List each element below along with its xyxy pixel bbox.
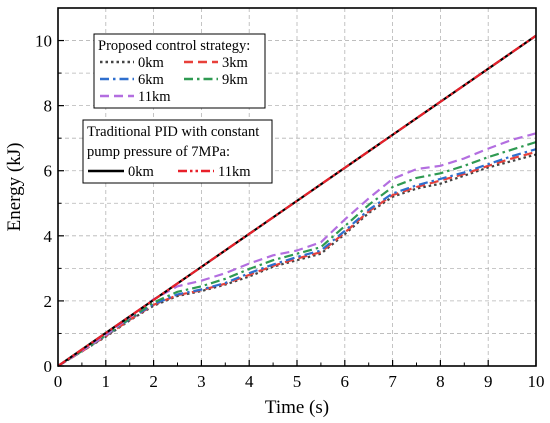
legend-traditional-box — [82, 119, 273, 184]
legend-label: 11km — [138, 89, 171, 105]
legend-proposed-title: Proposed control strategy: — [98, 38, 250, 54]
series-line-proposed-0km — [57, 153, 537, 367]
legend-label: 11km — [218, 164, 251, 180]
y-tick-label: 0 — [44, 357, 53, 376]
legend-label: 3km — [222, 55, 249, 71]
x-tick-label: 5 — [293, 372, 302, 391]
x-tick-label: 0 — [54, 372, 63, 391]
y-tick-label: 6 — [44, 162, 53, 181]
y-tick-label: 2 — [44, 292, 53, 311]
legend-proposed-box — [93, 33, 266, 109]
series-line-traditional-11km — [57, 34, 537, 367]
x-tick-label: 6 — [341, 372, 350, 391]
x-tick-label: 9 — [484, 372, 493, 391]
series-line-proposed-9km — [57, 141, 537, 367]
x-tick-label: 8 — [436, 372, 445, 391]
series-line-proposed-11km — [57, 132, 537, 367]
legend-traditional-items: 0km 11km — [88, 164, 251, 180]
x-tick-label: 3 — [197, 372, 206, 391]
legend-traditional: Traditional PID with constant pump press… — [82, 119, 273, 184]
series-layer — [57, 34, 537, 367]
legend-label: 6km — [138, 72, 165, 88]
x-axis-label: Time (s) — [265, 397, 329, 418]
legend-label: 0km — [138, 55, 165, 71]
legend-traditional-title-line-1: Traditional PID with constant — [87, 124, 259, 140]
x-tick-label: 7 — [388, 372, 397, 391]
axis-ticks: 0 1 2 3 4 5 6 7 8 9 10 0 2 4 6 8 10 — [35, 32, 545, 391]
y-axis-label: Energy (kJ) — [4, 143, 25, 232]
legend-proposed-items: 0km 3km 6km 9km 11km — [100, 55, 249, 105]
y-tick-label: 4 — [44, 227, 53, 246]
y-tick-label: 8 — [44, 97, 53, 116]
x-tick-label: 4 — [245, 372, 254, 391]
x-tick-label: 1 — [102, 372, 111, 391]
legend-label: 9km — [222, 72, 249, 88]
legend-label: 0km — [128, 164, 155, 180]
x-tick-label: 2 — [149, 372, 158, 391]
legend-traditional-title-line-2: pump pressure of 7MPa: — [87, 144, 230, 160]
x-tick-label: 10 — [528, 372, 545, 391]
y-tick-label: 10 — [35, 32, 52, 51]
legend-proposed: Proposed control strategy: 0km 3km 6km 9km 1… — [93, 33, 266, 109]
